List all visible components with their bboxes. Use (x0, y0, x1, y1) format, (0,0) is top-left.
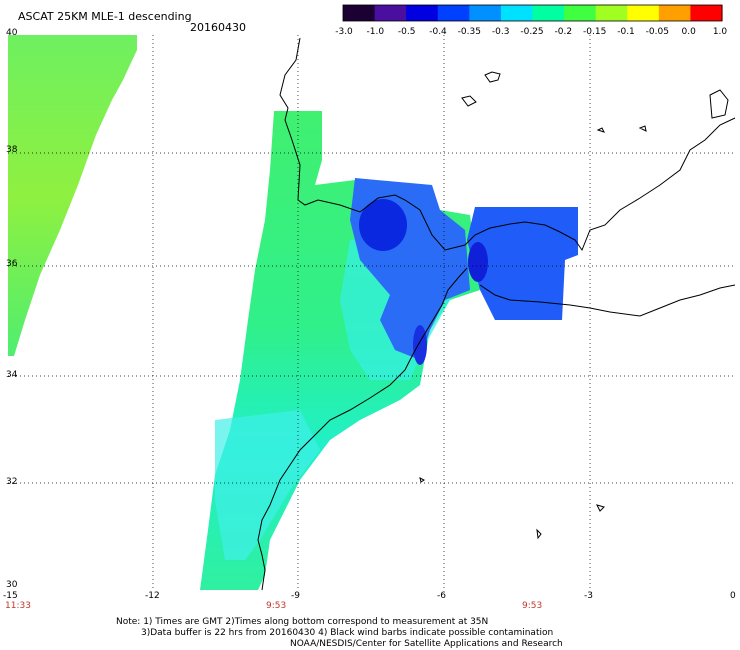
colorbar-tick-label: -0.35 (457, 27, 481, 37)
colorbar-tick-label: 0.0 (681, 27, 696, 37)
data-swaths (8, 35, 578, 590)
color-scale-bar (342, 4, 723, 22)
north-africa-coast (479, 284, 736, 317)
note-line-3: NOAA/NESDIS/Center for Satellite Applica… (290, 639, 563, 649)
colorbar-tick-label: -0.1 (617, 27, 635, 37)
africa-coast (257, 267, 468, 591)
colorbar-segment (595, 5, 628, 21)
mallorca (484, 71, 501, 83)
iberia-coast (279, 37, 736, 252)
lat-label-36: 36 (6, 259, 18, 269)
lon-label-12w: -12 (145, 591, 160, 601)
colorbar-segment (343, 5, 376, 21)
lon-label-3w: -3 (584, 591, 593, 601)
colorbar-segment (437, 5, 470, 21)
southern-cyan-region (215, 410, 320, 560)
deep-blue-core (359, 199, 407, 251)
colorbar-segment (658, 5, 692, 21)
canary-islands (419, 477, 605, 540)
sardinia (709, 89, 729, 119)
colorbar-tick-label: 1.0 (712, 27, 728, 37)
note-line-2: 3)Data buffer is 22 hrs from 20160430 4)… (141, 628, 554, 638)
colorbar-tick-label: -1.0 (366, 27, 385, 37)
lat-lon-grid (8, 35, 735, 590)
map-title: ASCAT 25KM MLE-1 descending (18, 10, 192, 23)
colorbar-segment (500, 5, 534, 21)
lat-label-40: 40 (6, 28, 18, 38)
lon-label-9w: -9 (291, 591, 300, 601)
colorbar-tick-label: -0.4 (429, 27, 447, 37)
note-line-1: Note: 1) Times are GMT 2)Times along bot… (116, 617, 489, 627)
colorbar-tick-label: -0.25 (520, 27, 544, 37)
colorbar-tick-label: -0.2 (554, 27, 573, 37)
colorbar-tick-label: -0.5 (397, 27, 416, 37)
lon-label-0: 0 (730, 591, 736, 601)
lon-label-6w: -6 (437, 591, 446, 601)
blue-region-east (467, 207, 578, 320)
colorbar-segment (564, 5, 597, 21)
colorbar-segment (532, 5, 565, 21)
pass-time-west: 11:33 (5, 601, 31, 611)
lat-label-32: 32 (6, 477, 18, 487)
deep-blue-strait (468, 242, 488, 282)
colorbar-segment (374, 5, 407, 21)
map-date: 20160430 (190, 21, 246, 34)
coastlines (257, 37, 736, 591)
lat-label-34: 34 (6, 370, 18, 380)
colorbar-tick-label: -0.3 (491, 27, 510, 37)
colorbar-tick-label: -0.15 (583, 27, 607, 37)
alboran (596, 125, 647, 133)
pass-time-center: 9:53 (266, 601, 287, 611)
colorbar-frame (342, 4, 723, 22)
west-swath (8, 35, 137, 356)
ibiza (461, 95, 477, 107)
pass-time-east: 9:53 (522, 601, 543, 611)
colorbar-tick-label: -0.05 (645, 27, 669, 37)
colorbar-segment (406, 5, 439, 21)
lon-label-15w: -15 (3, 591, 18, 601)
colorbar-segment (690, 5, 723, 21)
colorbar-segment (627, 5, 660, 21)
lat-label-38: 38 (6, 145, 18, 155)
deep-blue-south (413, 325, 427, 365)
colorbar-segment (469, 5, 502, 21)
colorbar-tick-label: -3.0 (335, 27, 353, 37)
lat-label-30: 30 (6, 580, 18, 590)
